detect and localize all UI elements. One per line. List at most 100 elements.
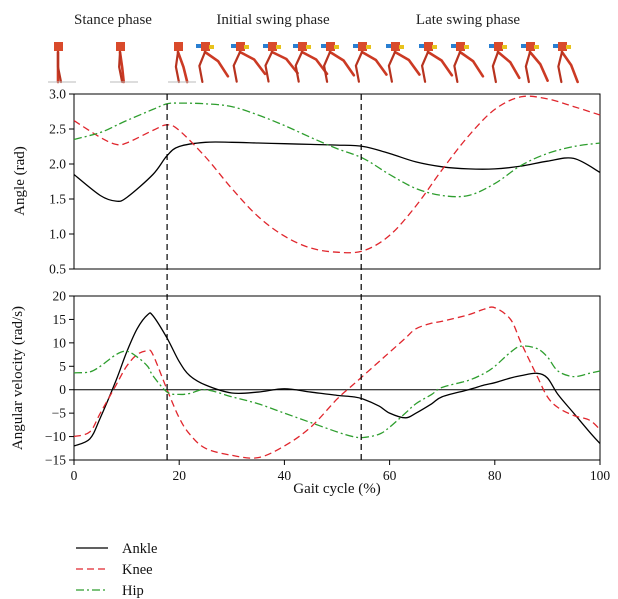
velocity-line-knee [73, 306, 601, 459]
phase-label-initial-swing: Initial swing phase [216, 12, 330, 28]
legend-label-ankle: Ankle [122, 541, 157, 557]
pose-leg [322, 50, 332, 83]
pose-marker [566, 45, 571, 49]
velocity-y-tick-label: 0 [59, 382, 66, 397]
gait-pose-figure [521, 42, 549, 84]
pose-torso [236, 42, 245, 51]
pose-marker [553, 44, 558, 48]
legend-label-knee: Knee [122, 562, 153, 578]
pose-torso [298, 42, 307, 51]
gait-pose-figure [196, 42, 230, 84]
velocity-y-tick-label: 20 [53, 289, 67, 304]
pose-leg [360, 50, 388, 76]
pose-marker [321, 44, 326, 48]
pose-marker [432, 45, 437, 49]
angle-panel: 0.5 1.0 1.5 2.0 2.5 3.0 Angle (rad) [12, 87, 601, 277]
angle-series [73, 95, 601, 254]
pose-marker [366, 45, 371, 49]
gait-pose-figure [451, 42, 485, 84]
angle-line-knee [73, 95, 601, 254]
pose-marker [353, 44, 358, 48]
pose-marker [209, 45, 214, 49]
pose-marker [399, 45, 404, 49]
pose-leg [387, 50, 397, 83]
pose-leg [198, 50, 207, 84]
pose-marker [419, 44, 424, 48]
angle-y-axis: 0.5 1.0 1.5 2.0 2.5 3.0 [49, 87, 74, 277]
pose-marker [306, 45, 311, 49]
angle-y-axis-label: Angle (rad) [12, 146, 28, 216]
pose-leg [203, 50, 230, 78]
angle-y-tick-label: 2.5 [49, 122, 66, 137]
pose-leg [560, 50, 579, 84]
pose-leg [453, 50, 462, 84]
pose-torso [494, 42, 503, 51]
x-tick-label: 60 [383, 468, 397, 483]
angle-y-tick-label: 1.0 [49, 227, 66, 242]
x-axis-label: Gait cycle (%) [293, 481, 380, 497]
pose-marker [386, 44, 391, 48]
pose-marker [334, 45, 339, 49]
pose-marker [231, 44, 236, 48]
pose-leg [496, 50, 521, 80]
gait-pose-figure [489, 42, 521, 84]
velocity-y-tick-label: 10 [53, 335, 67, 350]
pose-leg [300, 50, 329, 76]
velocity-y-axis-label: Angular velocity (rad/s) [10, 306, 26, 450]
pose-leg [393, 50, 421, 76]
pose-marker [196, 44, 201, 48]
angular-velocity-panel: −15 −10 −5 0 5 10 15 20 0 20 40 60 80 100 Angular ve… [10, 289, 610, 498]
pose-marker [293, 44, 298, 48]
pose-leg [328, 50, 356, 77]
x-tick-label: 20 [172, 468, 186, 483]
velocity-y-tick-label: 5 [59, 359, 66, 374]
gait-pose-figure [263, 42, 299, 83]
pose-torso [54, 42, 63, 51]
gait-pose-figure [553, 42, 579, 84]
x-tick-label: 100 [590, 468, 611, 483]
pose-marker [276, 45, 281, 49]
velocity-y-axis: −15 −10 −5 0 5 10 15 20 [45, 289, 74, 468]
velocity-y-tick-label: −10 [45, 429, 66, 444]
pose-leg [426, 50, 454, 77]
pose-leg [232, 50, 242, 83]
velocity-x-axis: 0 20 40 60 80 100 [71, 460, 611, 483]
pose-leg [294, 50, 304, 83]
pose-leg [528, 50, 549, 83]
pose-torso [526, 42, 535, 51]
velocity-series [73, 306, 601, 459]
pose-torso [391, 42, 400, 51]
x-tick-label: 40 [278, 468, 292, 483]
pose-torso [116, 42, 125, 51]
gait-pose-figure [168, 42, 196, 84]
velocity-y-tick-label: −5 [52, 406, 67, 421]
phase-label-late-swing: Late swing phase [416, 12, 520, 28]
gait-pose-figure [353, 42, 388, 83]
pose-torso [201, 42, 210, 51]
pose-torso [558, 42, 567, 51]
gait-pose-figure [321, 42, 356, 83]
pose-leg [174, 50, 181, 84]
velocity-y-tick-label: −15 [45, 453, 66, 468]
angle-line-hip [73, 102, 601, 198]
pose-marker [489, 44, 494, 48]
pose-leg [56, 50, 63, 84]
angle-y-tick-label: 0.5 [49, 262, 66, 277]
x-tick-label: 80 [488, 468, 502, 483]
velocity-plot-frame [73, 295, 601, 461]
pose-leg [557, 50, 564, 84]
pose-marker [534, 45, 539, 49]
pose-leg [458, 50, 485, 78]
phase-boundaries [166, 94, 362, 460]
pose-torso [424, 42, 433, 51]
angle-plot-frame [73, 93, 601, 270]
pose-leg [491, 50, 500, 84]
pose-marker [244, 45, 249, 49]
pose-leg [354, 50, 364, 83]
pose-leg [524, 50, 532, 84]
pose-leg [176, 50, 189, 84]
gait-pose-figure [231, 42, 267, 83]
legend-label-hip: Hip [122, 583, 144, 599]
pose-torso [268, 42, 277, 51]
